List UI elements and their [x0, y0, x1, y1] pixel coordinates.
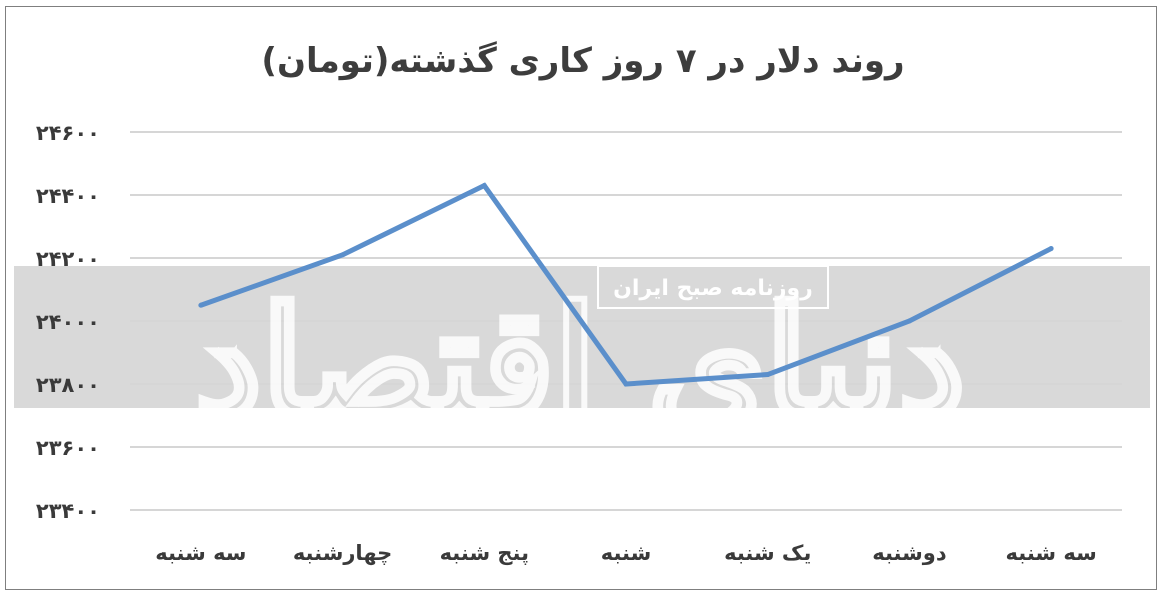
- x-tick-label: چهارشنبه: [293, 541, 393, 565]
- y-tick-label: ۲۴۴۰۰: [36, 184, 100, 208]
- x-tick-label: دوشنبه: [872, 541, 947, 565]
- data-point: [1048, 246, 1054, 252]
- x-tick-label: سه شنبه: [1006, 541, 1097, 565]
- watermark-label: روزنامه صبح ایران: [613, 276, 813, 301]
- x-tick-label: پنج شنبه: [440, 541, 529, 565]
- x-tick-label: شنبه: [601, 541, 652, 565]
- data-point: [340, 252, 346, 258]
- watermark-logo: دنیای اقتصاد: [195, 275, 965, 451]
- y-tick-label: ۲۴۰۰۰: [36, 310, 100, 334]
- data-point: [481, 183, 487, 189]
- y-tick-label: ۲۳۶۰۰: [36, 436, 100, 460]
- y-tick-label: ۲۳۴۰۰: [36, 499, 100, 523]
- y-tick-label: ۲۳۸۰۰: [36, 373, 100, 397]
- x-tick-label: یک شنبه: [724, 541, 811, 565]
- data-point: [765, 372, 771, 378]
- y-tick-label: ۲۴۲۰۰: [36, 247, 100, 271]
- data-point: [906, 318, 912, 324]
- watermark-label-box: [597, 265, 829, 309]
- data-point: [198, 302, 204, 308]
- chart-title: روند دلار در ۷ روز کاری گذشته(تومان): [261, 41, 904, 81]
- x-tick-label: سه شنبه: [155, 541, 246, 565]
- data-point: [623, 381, 629, 387]
- y-tick-label: ۲۴۶۰۰: [36, 121, 100, 145]
